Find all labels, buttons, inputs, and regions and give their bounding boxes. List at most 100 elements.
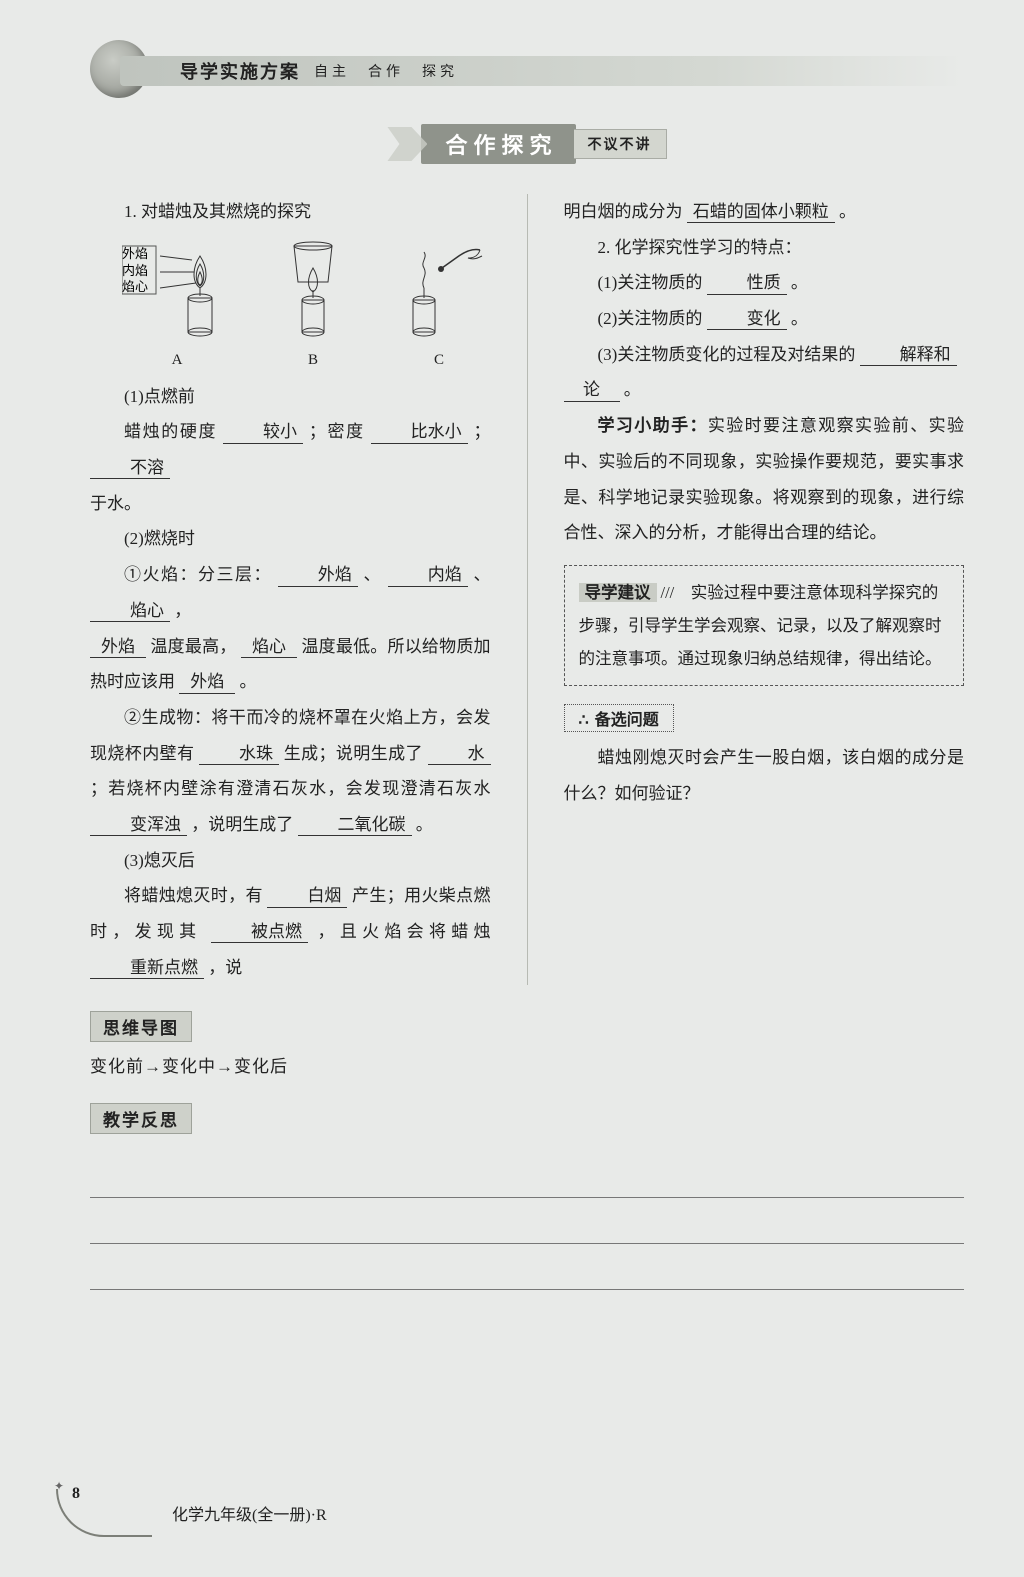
banner-subtitle: 自主 合作 探究 [314,61,458,81]
blank: 变浑浊 [90,815,187,836]
blank: 重新点燃 [90,958,204,979]
text: 生成；说明生成了 [284,744,423,763]
p2-label: (2)燃烧时 [90,521,491,557]
candle-figure: 外焰 内焰 焰心 A [122,238,491,369]
text: 、 [474,565,491,584]
text: (3)关注物质变化的过程及对结果的 [598,345,856,364]
p2-2: ②生成物：将干而冷的烧杯罩在火焰上方，会发现烧杯内壁有 水珠 生成；说明生成了 … [90,700,491,843]
text: ；若烧杯内壁涂有澄清石灰水，会发现澄清石灰水 [90,779,491,798]
candle-b-svg [278,238,348,348]
text: 。 [416,815,433,834]
cont-line: 明白烟的成分为 石蜡的固体小颗粒 。 [564,194,965,230]
blank: 不溶 [90,458,170,479]
p1-body: 蜡烛的硬度 较小 ；密度 比水小 ； 不溶 [90,414,491,485]
candle-c-svg [394,238,484,348]
ruled-lines [90,1152,964,1290]
book-title: 化学九年级(全一册)·R [172,1501,327,1525]
text: 明白烟的成分为 [564,202,683,221]
blank: 性质 [707,273,787,294]
rule-line [90,1152,964,1198]
alt-question-head: ∴ 备选问题 [564,704,674,732]
label-outer: 外焰 [122,246,148,261]
footer-arc-icon: ✦ 8 [56,1489,152,1537]
blank: 比水小 [371,422,468,443]
text: ，说 [208,958,242,977]
fig-label-b: B [308,352,318,369]
q2-3b: 论 。 [564,372,965,408]
advice-lead: 导学建议 [579,583,657,602]
reflect-section: 教学反思 [90,1077,964,1290]
p2-1b: 外焰 温度最高， 焰心 温度最低。所以给物质加热时应该用 外焰 。 [90,629,491,700]
blank: 二氧化碳 [298,815,412,836]
blank: 外焰 [278,565,358,586]
advice-box: 导学建议/// 实验过程中要注意体现科学探究的步骤，引导学生学会观察、记录，以及… [564,565,965,686]
blank: 论 [564,380,620,401]
page-number: 8 [72,1485,80,1503]
text: 。 [839,202,856,221]
mindmap-section: 思维导图 变化前→变化中→变化后 [90,985,964,1077]
candle-a-svg: 外焰 内焰 焰心 [122,238,232,348]
text: 。 [791,309,808,328]
blank: 变化 [707,309,787,330]
fig-label-c: C [434,352,444,369]
ribbon-tag: 不议不讲 [574,129,667,159]
blank: 石蜡的固体小颗粒 [687,202,835,223]
mindmap-label: 思维导图 [90,1011,192,1042]
banner-bar: 导学实施方案 自主 合作 探究 [120,56,964,86]
fig-label-a: A [172,352,183,369]
helper: 学习小助手：实验时要注意观察实验前、实验中、实验后的不同现象，实验操作要规范，要… [564,408,965,551]
reflect-label: 教学反思 [90,1103,192,1134]
text: 。 [240,672,257,691]
blank: 外焰 [90,637,146,658]
blank: 被点燃 [211,922,308,943]
p1-tail: 于水。 [90,486,491,522]
alt-question-body: 蜡烛刚熄灭时会产生一股白烟，该白烟的成分是什么？如何验证？ [564,740,965,811]
text: ；密度 [309,422,365,441]
text: (1)关注物质的 [598,273,703,292]
blank: 外焰 [179,672,235,693]
text: 将蜡烛熄灭时，有 [124,886,263,905]
text: 、 [364,565,383,584]
blank: 解释和 [860,345,957,366]
q2-3: (3)关注物质变化的过程及对结果的 解释和 [564,337,965,373]
blank: 内焰 [388,565,468,586]
blank: 较小 [223,422,303,443]
mindmap-flow: 变化前→变化中→变化后 [90,1052,964,1077]
blank: 焰心 [241,637,297,658]
p3-body: 将蜡烛熄灭时，有 白烟 产生；用火柴点燃时，发现其 被点燃 ，且火焰会将蜡烛 重… [90,878,491,985]
star-icon: ✦ [54,1479,64,1494]
text: ①火焰：分三层： [124,565,272,584]
left-column: 1. 对蜡烛及其燃烧的探究 [90,194,491,985]
text: 。 [791,273,808,292]
page-footer: ✦ 8 化学九年级(全一册)·R [56,1489,327,1537]
helper-lead: 学习小助手： [598,416,708,435]
blank: 焰心 [90,601,170,622]
text: ； [474,422,491,441]
svg-text:焰心: 焰心 [122,279,148,294]
text: ，且火焰会将蜡烛 [318,922,491,941]
blank: 水 [428,744,491,765]
top-banner: 导学实施方案 自主 合作 探究 [90,50,964,94]
q2-2: (2)关注物质的 变化 。 [564,301,965,337]
blank: 水珠 [199,744,279,765]
text: ， [174,601,191,620]
text: 。 [624,380,641,399]
text: 温度最高， [150,637,236,656]
svg-text:内焰: 内焰 [122,263,148,278]
rule-line [90,1244,964,1290]
q1-title: 1. 对蜡烛及其燃烧的探究 [90,194,491,230]
text: ，说明生成了 [191,815,293,834]
column-divider [527,194,528,985]
ribbon-title: 合作探究 [421,124,575,164]
p3-label: (3)熄灭后 [90,843,491,879]
blank: 白烟 [267,886,347,907]
rule-line [90,1198,964,1244]
right-column: 明白烟的成分为 石蜡的固体小颗粒 。 2. 化学探究性学习的特点： (1)关注物… [564,194,965,985]
banner-title: 导学实施方案 [180,58,300,84]
q2-1: (1)关注物质的 性质 。 [564,265,965,301]
text: (2)关注物质的 [598,309,703,328]
text: 蜡烛的硬度 [124,422,217,441]
text: 备选问题 [595,712,659,729]
p2-1: ①火焰：分三层： 外焰 、 内焰 、 焰心 ， [90,557,491,628]
q2-title: 2. 化学探究性学习的特点： [564,230,965,266]
